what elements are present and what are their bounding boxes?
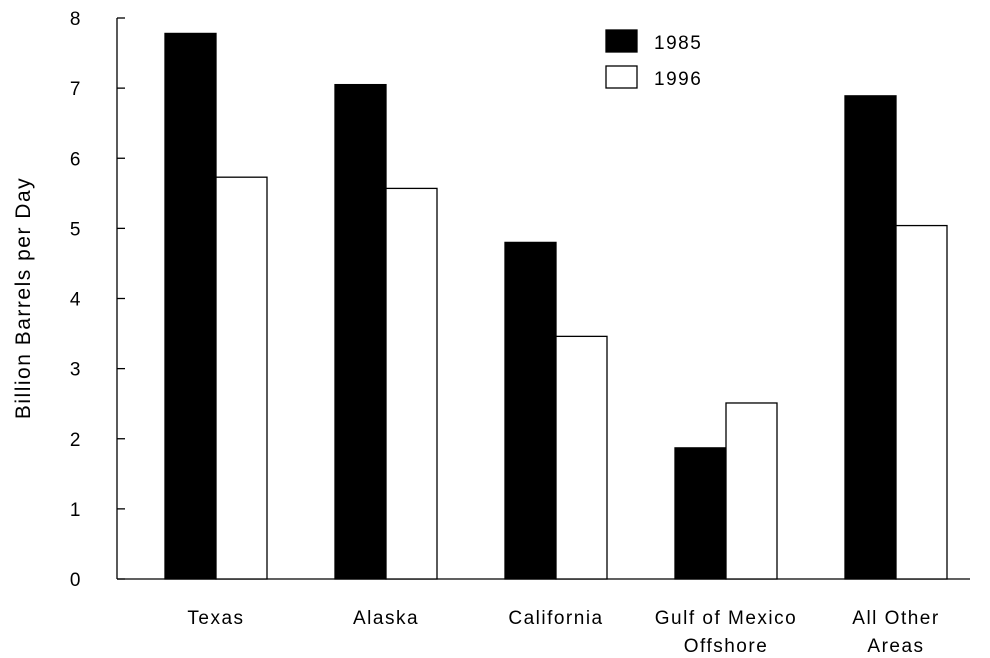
y-axis-title: Billion Barrels per Day [12, 177, 35, 419]
bar-1996 [555, 335, 608, 580]
y-tick-label: 2 [70, 430, 82, 451]
legend-label: 1996 [654, 69, 702, 90]
y-tick-label: 4 [70, 290, 82, 311]
chart-bars [164, 32, 948, 580]
y-tick-label: 5 [70, 219, 82, 240]
y-tick-label: 3 [70, 360, 82, 381]
x-category-label: Areas [867, 636, 924, 657]
x-category-label: Texas [187, 608, 244, 629]
legend-swatch-1985 [605, 29, 638, 53]
legend-label: 1985 [654, 33, 702, 54]
bar-1985 [334, 83, 387, 580]
x-category-label: Gulf of Mexico [655, 608, 797, 629]
x-category-label: Alaska [353, 608, 419, 629]
y-tick-label: 7 [70, 79, 82, 100]
y-tick-label: 0 [70, 570, 82, 591]
bar-1996 [385, 187, 438, 580]
x-category-label: All Other [852, 608, 939, 629]
chart-legend: 1985 1996 [605, 29, 702, 90]
bar-1996 [725, 402, 778, 580]
x-category-label: Offshore [684, 636, 769, 657]
x-category-label: California [508, 608, 603, 629]
y-tick-label: 8 [70, 9, 82, 30]
y-tick-label: 1 [70, 500, 82, 521]
bar-1985 [164, 32, 217, 580]
bar-1996 [215, 176, 268, 580]
bar-1985 [504, 241, 557, 580]
chart-axes: 0 1 2 3 4 5 6 7 8 Texas Alaska California Gulf of Me… [70, 9, 970, 657]
bar-1996 [895, 224, 948, 580]
legend-swatch-1996 [605, 65, 638, 89]
bar-1985 [674, 447, 727, 580]
y-tick-label: 6 [70, 149, 82, 170]
bar-1985 [844, 95, 897, 580]
